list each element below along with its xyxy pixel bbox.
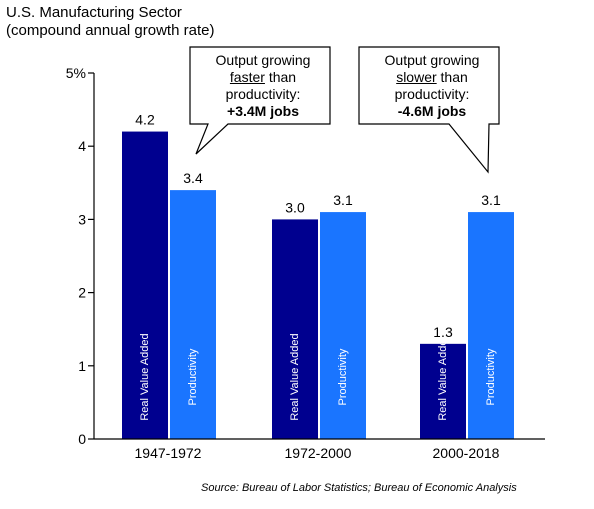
callout-slower-line1: Output growing	[384, 52, 480, 68]
series-label: Productivity	[485, 348, 497, 405]
series-label: Real Value Added	[289, 333, 301, 420]
callout-faster-line1: Output growing	[215, 52, 311, 68]
callout-slower-emph: slower	[396, 69, 437, 85]
bar-real-value-added-1947-1972	[122, 131, 168, 439]
y-tick-label: 4	[78, 138, 86, 154]
callout-faster-mid: than	[264, 69, 297, 85]
data-label: 3.1	[333, 192, 353, 208]
data-label: 4.2	[135, 112, 155, 128]
bar-real-value-added-1972-2000	[272, 219, 318, 439]
callout-faster-emph: faster	[229, 69, 265, 85]
callout-slower-line2: slower than	[370, 69, 494, 86]
callout-slower-jobs: -4.6M jobs	[397, 103, 467, 119]
y-tick-label: 1	[78, 358, 86, 374]
data-label: 3.1	[481, 192, 501, 208]
bar-productivity-1947-1972	[170, 190, 216, 439]
callout-faster-line3: productivity:	[225, 86, 301, 102]
chart-title-line1: U.S. Manufacturing Sector	[6, 4, 182, 21]
x-tick-label: 2000-2018	[433, 445, 500, 461]
callout-faster-balloon	[189, 46, 331, 155]
bar-productivity-2000-2018	[468, 212, 514, 439]
bar-real-value-added-2000-2018	[420, 343, 466, 439]
callout-faster-jobs: +3.4M jobs	[227, 103, 299, 119]
callout-slower-line3: productivity:	[394, 86, 470, 102]
callout-faster-text: Output growing faster than productivity:…	[201, 52, 325, 120]
bar-productivity-1972-2000	[320, 212, 366, 439]
source-note: Source: Bureau of Labor Statistics; Bure…	[201, 482, 517, 494]
data-label: 1.3	[433, 324, 453, 340]
y-tick-label: 5%	[66, 65, 86, 81]
y-tick-label: 3	[78, 211, 86, 227]
series-label: Real Value Added	[139, 333, 151, 420]
y-tick-label: 0	[78, 431, 86, 447]
series-label: Productivity	[337, 348, 349, 405]
data-label: 3.0	[285, 199, 305, 215]
y-tick-label: 2	[78, 285, 86, 301]
callout-slower-text: Output growing slower than productivity:…	[370, 52, 494, 120]
chart-title: U.S. Manufacturing Sector (compound annu…	[6, 4, 214, 40]
callout-slower-mid: than	[436, 69, 468, 85]
x-tick-label: 1972-2000	[285, 445, 352, 461]
chart-title-line2: (compound annual growth rate)	[6, 22, 215, 39]
callout-faster-line2: faster than	[201, 69, 325, 86]
series-label: Real Value Added	[437, 333, 449, 420]
data-label: 3.4	[183, 170, 203, 186]
callout-slower-balloon	[358, 46, 500, 174]
x-tick-label: 1947-1972	[135, 445, 202, 461]
series-label: Productivity	[187, 348, 199, 405]
